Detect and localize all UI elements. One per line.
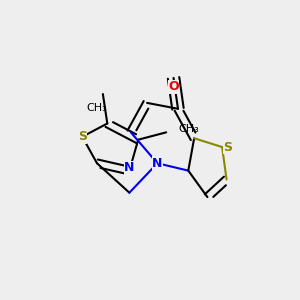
Text: S: S — [224, 141, 232, 154]
Text: O: O — [168, 80, 179, 93]
Text: CH₃: CH₃ — [87, 103, 107, 113]
Text: S: S — [78, 130, 87, 143]
Text: CH₃: CH₃ — [178, 124, 199, 134]
Text: N: N — [152, 157, 163, 170]
Text: N: N — [124, 161, 135, 174]
